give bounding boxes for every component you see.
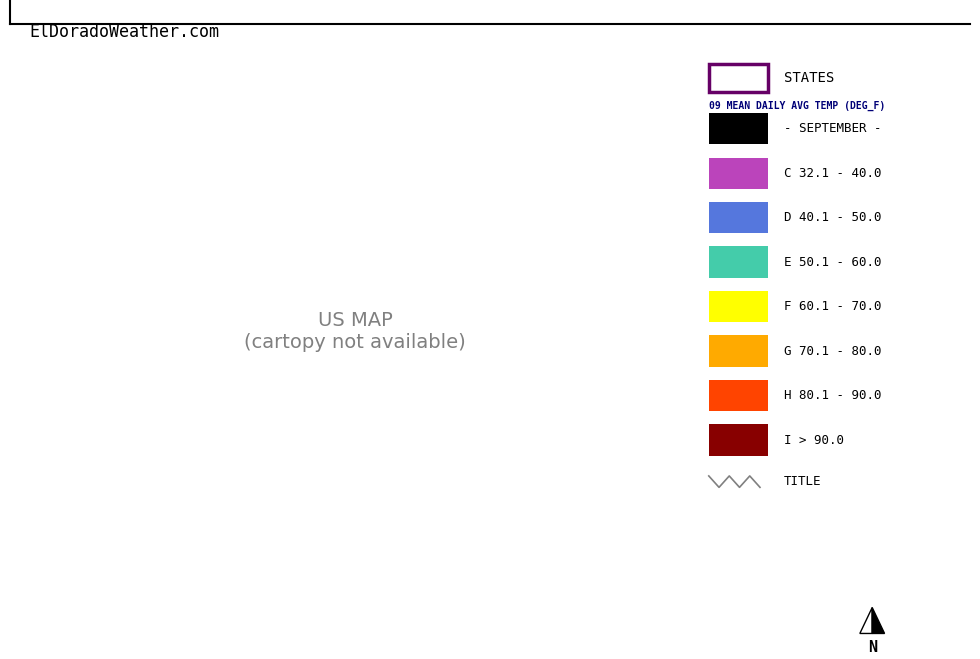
Text: N: N [867,639,877,654]
Text: STATES: STATES [784,71,835,85]
Text: D 40.1 - 50.0: D 40.1 - 50.0 [784,212,882,224]
Text: I > 90.0: I > 90.0 [784,434,844,447]
Text: TITLE: TITLE [784,475,822,488]
Text: - SEPTEMBER -: - SEPTEMBER - [784,123,882,135]
Polygon shape [872,608,885,633]
Text: H 80.1 - 90.0: H 80.1 - 90.0 [784,389,882,402]
Bar [709,291,768,322]
Bar [709,335,768,367]
Bar [709,158,768,189]
Text: G 70.1 - 80.0: G 70.1 - 80.0 [784,345,882,358]
Text: E 50.1 - 60.0: E 50.1 - 60.0 [784,256,882,269]
Bar [709,424,768,456]
Bar [709,113,768,144]
Bar [709,202,768,233]
Text: F 60.1 - 70.0: F 60.1 - 70.0 [784,300,882,313]
Text: 09 MEAN DAILY AVG TEMP (DEG_F): 09 MEAN DAILY AVG TEMP (DEG_F) [709,101,885,111]
Polygon shape [859,608,872,633]
Text: C 32.1 - 40.0: C 32.1 - 40.0 [784,167,882,180]
Text: US MAP
(cartopy not available): US MAP (cartopy not available) [244,310,466,352]
Bar [709,65,768,92]
Bar [709,246,768,278]
Text: ElDoradoWeather.com: ElDoradoWeather.com [29,23,220,41]
Bar [709,380,768,411]
